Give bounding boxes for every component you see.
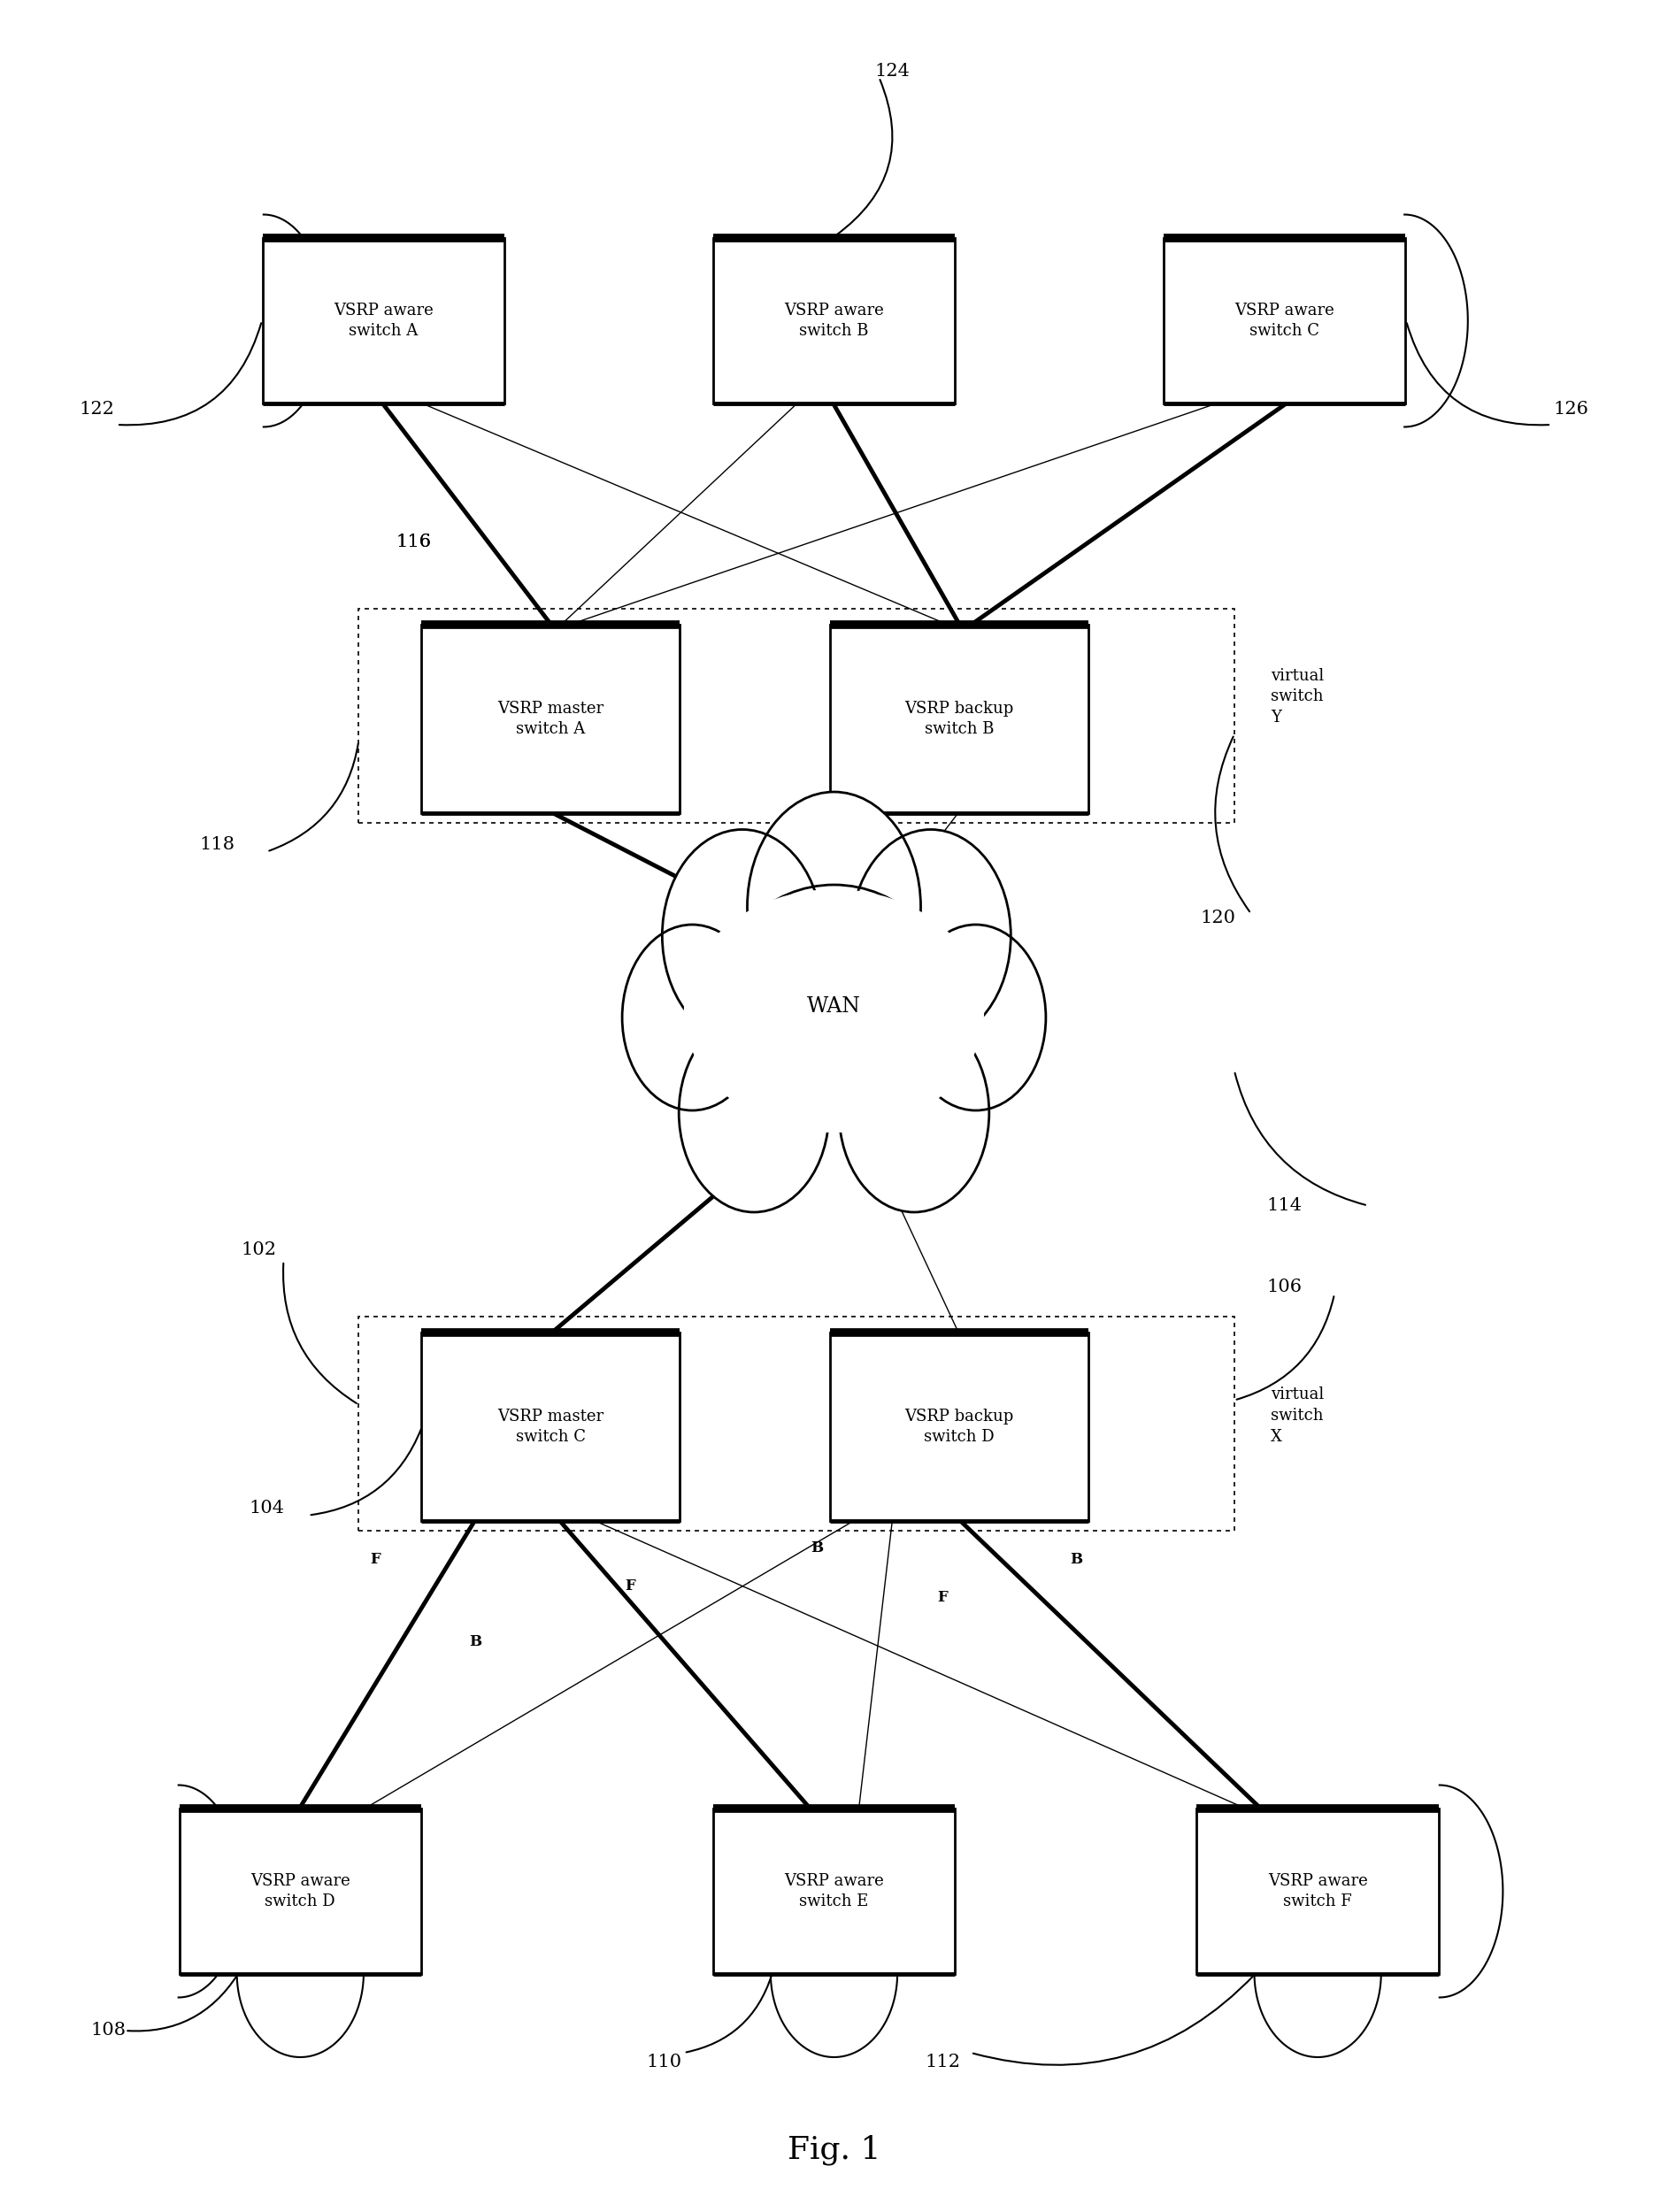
Bar [420,1332,681,1522]
Text: VSRP backup
switch B: VSRP backup switch B [904,701,1014,737]
Ellipse shape [679,1013,829,1212]
Text: 116: 116 [395,533,432,551]
Text: 104: 104 [249,1500,285,1517]
Text: VSRP aware
switch D: VSRP aware switch D [250,1874,350,1909]
Text: 126: 126 [1553,400,1590,418]
Text: 124: 124 [874,62,911,80]
Text: Fig. 1: Fig. 1 [787,2135,881,2166]
Ellipse shape [747,792,921,1022]
Bar [359,608,1234,823]
Bar [829,624,1088,812]
Text: 122: 122 [78,400,115,418]
Text: B: B [1069,1553,1083,1566]
Text: F: F [626,1579,636,1593]
Text: VSRP aware
switch F: VSRP aware switch F [1268,1874,1368,1909]
Ellipse shape [851,830,1011,1042]
Bar [264,237,505,403]
Text: B: B [811,1542,824,1555]
Text: VSRP aware
switch A: VSRP aware switch A [334,303,434,338]
Text: 120: 120 [1199,909,1236,927]
Text: virtual
switch
X: virtual switch X [1271,1387,1324,1444]
Text: B: B [469,1635,482,1648]
Text: virtual
switch
Y: virtual switch Y [1271,668,1324,726]
Text: VSRP master
switch A: VSRP master switch A [497,701,604,737]
Ellipse shape [684,889,984,1133]
Text: WAN: WAN [807,995,861,1018]
Text: 114: 114 [1266,1197,1303,1214]
Text: 118: 118 [198,836,235,854]
Ellipse shape [662,830,822,1042]
Bar [714,237,954,403]
Ellipse shape [622,925,762,1110]
Text: 102: 102 [240,1241,277,1259]
Text: VSRP backup
switch D: VSRP backup switch D [904,1409,1014,1444]
Text: F: F [370,1553,380,1566]
Text: F: F [937,1590,947,1604]
Ellipse shape [906,925,1046,1110]
Bar [714,1809,954,1975]
Bar [1164,237,1404,403]
Text: 112: 112 [924,2053,961,2070]
Text: VSRP master
switch C: VSRP master switch C [497,1409,604,1444]
Text: 110: 110 [646,2053,682,2070]
Text: VSRP aware
switch B: VSRP aware switch B [784,303,884,338]
Text: VSRP aware
switch C: VSRP aware switch C [1234,303,1334,338]
Bar [1198,1809,1438,1975]
Text: VSRP aware
switch E: VSRP aware switch E [784,1874,884,1909]
Ellipse shape [714,885,954,1128]
Bar [359,1316,1234,1531]
Text: 106: 106 [1266,1279,1303,1296]
Bar [420,624,681,812]
Bar [180,1809,420,1975]
Bar [829,1332,1088,1522]
Ellipse shape [839,1013,989,1212]
Text: 116: 116 [395,533,432,551]
Text: 108: 108 [90,2022,127,2039]
